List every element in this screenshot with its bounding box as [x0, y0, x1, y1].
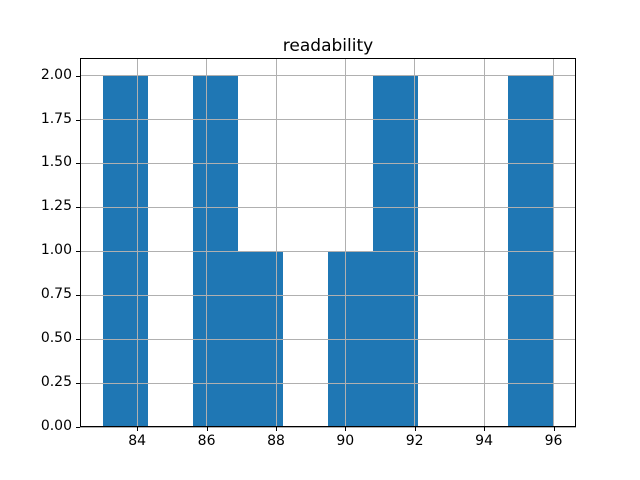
chart-title: readability [282, 36, 374, 56]
y-tick-label: 0.50 [40, 330, 72, 347]
grid-line-horizontal [80, 250, 576, 252]
y-tick [76, 339, 80, 341]
grid-line-horizontal [80, 162, 576, 164]
x-tick-label: 86 [197, 433, 216, 449]
grid-line-horizontal [80, 206, 576, 208]
grid-line-horizontal [80, 75, 576, 77]
x-tick-label: 94 [475, 433, 493, 449]
grid-line-horizontal [80, 119, 576, 120]
grid-line-vertical [414, 58, 416, 427]
y-tick [76, 383, 80, 385]
y-tick-label: 2.00 [40, 66, 72, 83]
y-tick-label: 1.50 [40, 154, 72, 171]
grid-line-vertical [275, 58, 277, 427]
grid-line-horizontal [80, 338, 576, 340]
y-tick-label: 0.75 [40, 286, 72, 303]
y-tick-label: 0.25 [40, 374, 72, 391]
x-tick-label: 90 [336, 433, 355, 449]
x-tick [206, 427, 208, 431]
y-tick-label: 0.00 [40, 418, 72, 434]
y-tick [76, 207, 80, 209]
y-tick [76, 427, 80, 428]
y-tick [76, 295, 80, 297]
grid-line-horizontal [80, 426, 576, 428]
y-tick [76, 75, 80, 77]
x-tick-label: 88 [267, 433, 285, 449]
grid-line-vertical [553, 58, 554, 427]
grid-line-vertical [344, 58, 346, 427]
y-tick-label: 1.00 [40, 242, 72, 259]
x-tick [484, 427, 486, 431]
y-tick [76, 251, 80, 253]
x-tick-label: 96 [544, 433, 563, 449]
grid-line-vertical [483, 58, 485, 427]
grid-line-vertical [206, 58, 208, 427]
plot-area [80, 58, 576, 428]
grid-line-vertical [136, 58, 138, 427]
x-tick-label: 84 [128, 433, 147, 449]
x-tick [137, 427, 139, 431]
grid-line-horizontal [80, 294, 576, 296]
y-tick-label: 1.75 [40, 110, 72, 127]
x-tick-label: 92 [405, 433, 424, 449]
x-tick [345, 427, 347, 431]
x-tick [276, 427, 277, 431]
x-tick [553, 427, 555, 431]
x-tick [414, 427, 416, 431]
grid-line-horizontal [80, 382, 576, 384]
y-tick [76, 119, 80, 121]
y-tick-label: 1.25 [40, 198, 72, 215]
y-tick [76, 163, 80, 165]
